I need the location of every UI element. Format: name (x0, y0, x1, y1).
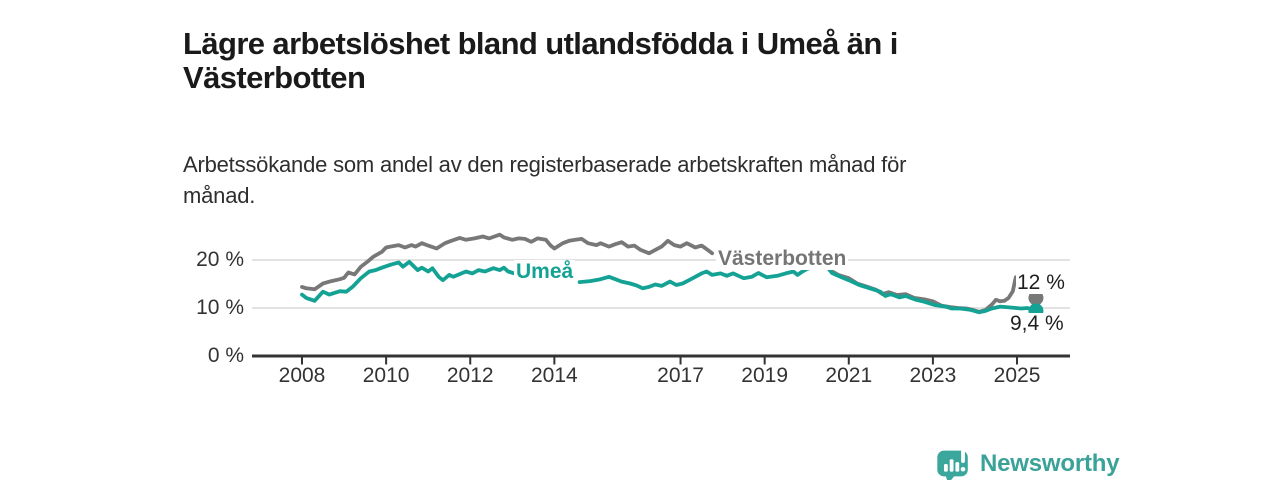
x-tick-label: 2017 (657, 364, 704, 387)
end-value-label-umea: 9,4 % (1009, 312, 1065, 335)
chart-title: Lägre arbetslöshet bland utlandsfödda i … (183, 25, 1103, 95)
chart-title-line1: Lägre arbetslöshet bland utlandsfödda i … (183, 25, 898, 61)
y-tick-label: 0 % (207, 344, 244, 367)
y-tick-label: 20 % (196, 248, 244, 271)
end-dot-västerbotten (1028, 290, 1044, 306)
series-label-umea: Umeå (514, 260, 576, 283)
chart-subtitle-line1: Arbetssökande som andel av den registerb… (183, 152, 907, 177)
newsworthy-icon (937, 444, 968, 480)
series-line-västerbotten (300, 232, 714, 292)
end-value-label-vasterbotten: 12 % (1016, 271, 1066, 294)
x-tick-label: 2014 (531, 364, 578, 387)
newsworthy-wordmark: Newsworthy (980, 450, 1120, 477)
series-line-umeå (300, 259, 517, 303)
series-label-vasterbotten: Västerbotten (716, 247, 849, 270)
x-tick-label: 2012 (446, 364, 494, 387)
chart-title-line2: Västerbotten (183, 59, 366, 95)
x-tick-label: 2023 (909, 364, 957, 387)
x-tick-label: 2025 (993, 364, 1041, 387)
chart-subtitle: Arbetssökande som andel av den registerb… (183, 149, 1043, 211)
chart-subtitle-line2: månad. (183, 183, 256, 208)
newsworthy-logo: Newsworthy (936, 444, 1120, 480)
x-tick-label: 2010 (362, 364, 410, 387)
y-tick-label: 10 % (196, 296, 244, 319)
series-line-umeå (577, 261, 1038, 315)
x-tick-label: 2008 (278, 364, 326, 387)
x-tick-label: 2019 (741, 364, 789, 387)
x-tick-label: 2021 (825, 364, 873, 387)
